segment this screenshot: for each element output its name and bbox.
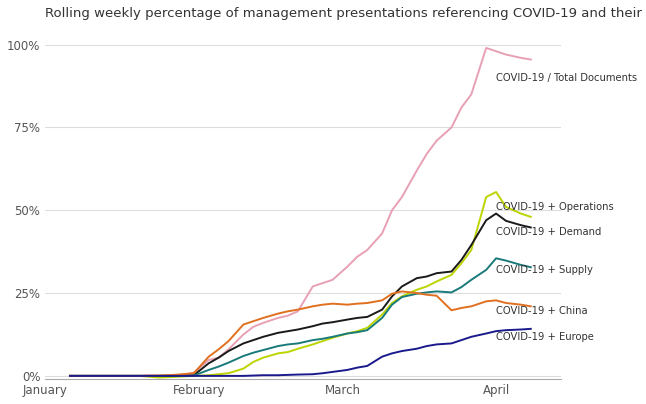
Text: Rolling weekly percentage of management presentations referencing COVID-19 and t: Rolling weekly percentage of management …	[45, 7, 646, 20]
Text: COVID-19 + China: COVID-19 + China	[496, 306, 588, 316]
Text: COVID-19 + Operations: COVID-19 + Operations	[496, 202, 614, 212]
Text: COVID-19 / Total Documents: COVID-19 / Total Documents	[496, 73, 637, 83]
Text: COVID-19 + Supply: COVID-19 + Supply	[496, 265, 593, 275]
Text: COVID-19 + Europe: COVID-19 + Europe	[496, 332, 594, 342]
Text: COVID-19 + Demand: COVID-19 + Demand	[496, 227, 601, 237]
